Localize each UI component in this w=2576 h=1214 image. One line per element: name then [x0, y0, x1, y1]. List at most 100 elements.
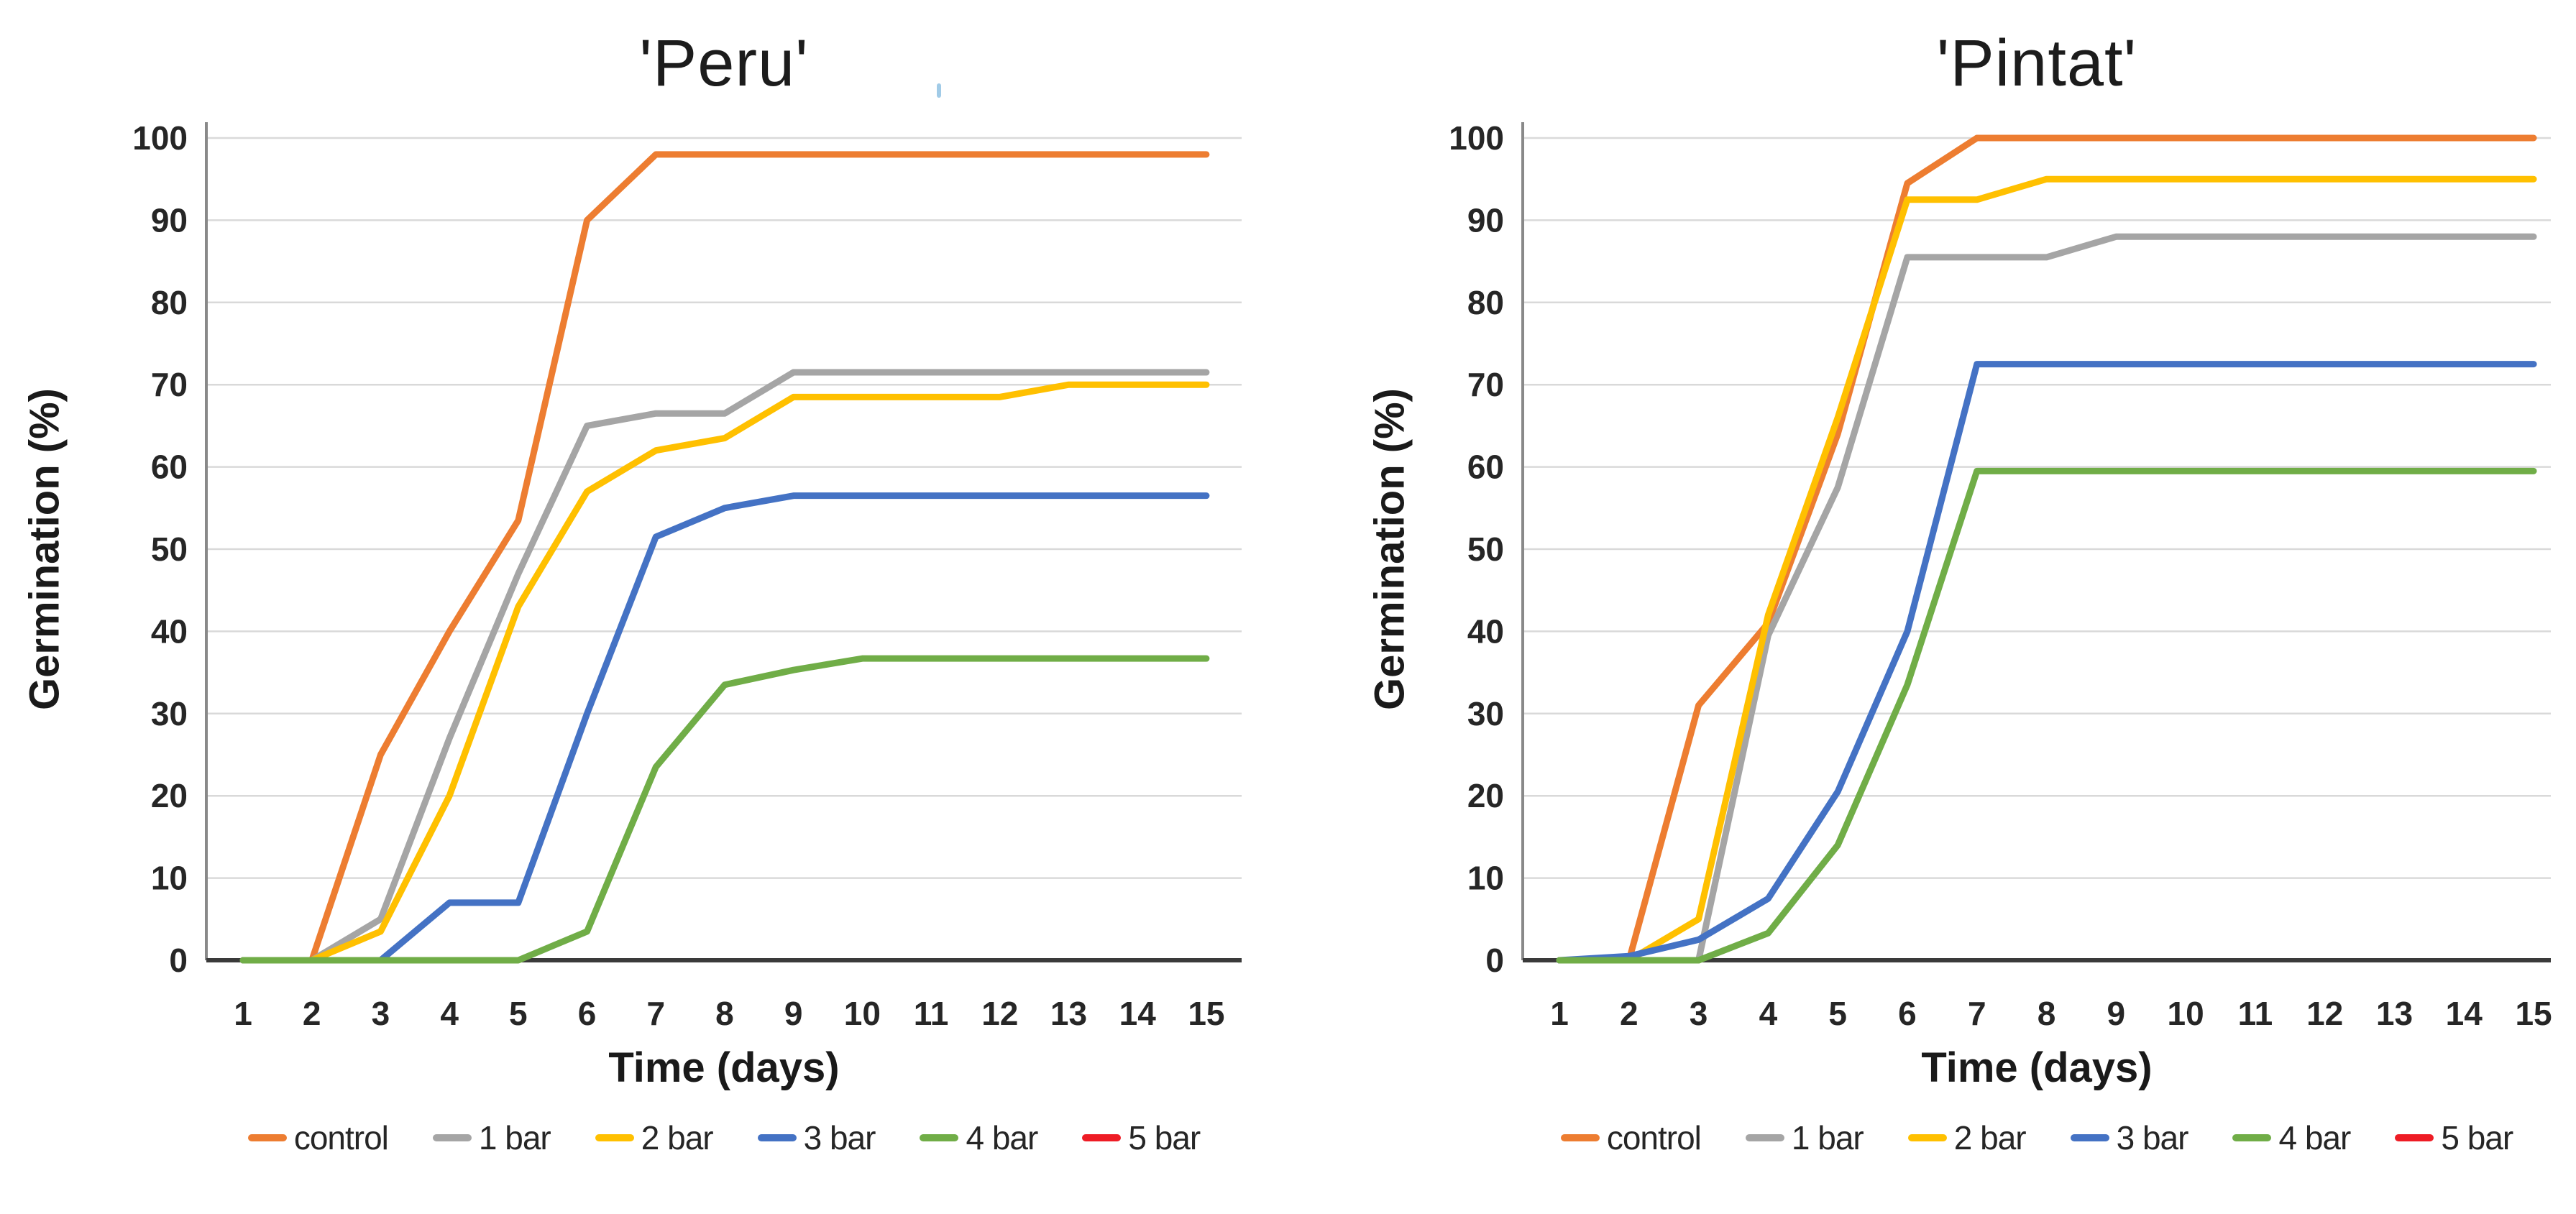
- legend: control 1 bar 2 bar 3 bar 4 bar 5 bar: [1523, 1118, 2551, 1157]
- x-tick-label: 10: [2168, 995, 2204, 1032]
- y-tick-label: 0: [169, 942, 188, 979]
- y-tick-label: 70: [151, 366, 188, 403]
- legend-label: 2 bar: [1953, 1119, 2027, 1156]
- legend-item-control: control: [247, 1118, 389, 1157]
- x-tick-label: 14: [1119, 995, 1157, 1032]
- legend-item-4-bar: 4 bar: [2232, 1118, 2351, 1157]
- legend-label: 1 bar: [478, 1119, 551, 1156]
- legend-item-4-bar: 4 bar: [920, 1118, 1038, 1157]
- legend-label: 3 bar: [803, 1119, 876, 1156]
- y-tick-label: 60: [1467, 449, 1504, 486]
- legend-label: 3 bar: [2116, 1119, 2189, 1156]
- x-tick-label: 9: [2107, 995, 2126, 1032]
- y-tick-label: 30: [151, 695, 188, 732]
- chart-title: 'Peru': [639, 27, 809, 100]
- x-tick-label: 12: [2306, 995, 2343, 1032]
- y-tick-label: 50: [151, 530, 188, 568]
- legend-item-2-bar: 2 bar: [1907, 1118, 2027, 1157]
- legend-item-5-bar: 5 bar: [2395, 1118, 2513, 1157]
- x-tick-label: 1: [1550, 995, 1569, 1032]
- x-tick-label: 5: [1828, 995, 1847, 1032]
- series-line-2-bar: [1556, 175, 2537, 964]
- x-tick-label: 7: [646, 995, 665, 1032]
- legend-swatch-icon: [247, 1134, 287, 1141]
- series-line-4-bar: [1556, 467, 2537, 964]
- y-tick-label: 70: [1467, 366, 1504, 403]
- legend-swatch-icon: [2232, 1134, 2272, 1141]
- legend-label: 4 bar: [2278, 1119, 2351, 1156]
- legend-swatch-icon: [920, 1134, 959, 1141]
- y-tick-label: 100: [1449, 119, 1504, 157]
- stray-mark: [937, 83, 941, 98]
- x-tick-label: 3: [372, 995, 390, 1032]
- legend-label: control: [1606, 1119, 1702, 1156]
- legend-swatch-icon: [595, 1134, 634, 1141]
- legend-swatch-icon: [1082, 1134, 1122, 1141]
- x-tick-label: 11: [914, 995, 949, 1032]
- y-tick-label: 20: [151, 777, 188, 814]
- x-axis-title: Time (days): [1921, 1044, 2153, 1091]
- y-tick-label: 90: [1467, 201, 1504, 239]
- y-tick-label: 10: [1467, 860, 1504, 897]
- y-tick-label: 10: [151, 860, 188, 897]
- y-tick-label: 0: [1485, 942, 1504, 979]
- legend-label: 1 bar: [1791, 1119, 1864, 1156]
- y-tick-label: 60: [151, 449, 188, 486]
- y-tick-label: 90: [151, 201, 188, 239]
- y-tick-label: 100: [132, 119, 188, 157]
- x-tick-label: 1: [234, 995, 252, 1032]
- legend-label: control: [293, 1119, 389, 1156]
- series-line-4-bar: [239, 655, 1210, 964]
- x-tick-label: 14: [2446, 995, 2483, 1032]
- y-tick-label: 40: [1467, 612, 1504, 650]
- x-tick-label: 15: [2515, 995, 2552, 1032]
- x-tick-label: 13: [2376, 995, 2413, 1032]
- series-line-1-bar: [1556, 233, 2537, 964]
- chart-panel-pintat: 'Pintat' Germination (%) 0 10 20 30 40 50 60 70…: [1289, 0, 2576, 1214]
- series-line-2-bar: [239, 381, 1210, 964]
- chart-title: 'Pintat': [1936, 27, 2137, 100]
- x-tick-label: 6: [1898, 995, 1917, 1032]
- legend-swatch-icon: [2395, 1134, 2434, 1141]
- x-axis-title: Time (days): [608, 1044, 840, 1091]
- legend-label: 5 bar: [2441, 1119, 2513, 1156]
- legend-label: 5 bar: [1128, 1119, 1201, 1156]
- x-tick-label: 8: [2038, 995, 2056, 1032]
- legend-item-3-bar: 3 bar: [2070, 1118, 2189, 1157]
- x-tick-label: 4: [440, 995, 459, 1032]
- y-tick-label: 80: [1467, 284, 1504, 321]
- y-tick-label: 80: [151, 284, 188, 321]
- x-tick-label: 2: [303, 995, 321, 1032]
- x-tick-label: 5: [509, 995, 528, 1032]
- x-tick-label: 7: [1968, 995, 1986, 1032]
- series-line-3-bar: [239, 492, 1210, 964]
- x-tick-label: 13: [1050, 995, 1087, 1032]
- series-line-1-bar: [239, 369, 1210, 964]
- x-tick-label: 3: [1690, 995, 1708, 1032]
- x-tick-label: 11: [2238, 995, 2273, 1032]
- legend-item-control: control: [1560, 1118, 1702, 1157]
- legend-swatch-icon: [1907, 1134, 1947, 1141]
- legend-swatch-icon: [432, 1134, 472, 1141]
- legend-label: 4 bar: [966, 1119, 1038, 1156]
- x-tick-label: 15: [1188, 995, 1224, 1032]
- legend-item-5-bar: 5 bar: [1082, 1118, 1201, 1157]
- x-tick-label: 6: [578, 995, 597, 1032]
- chart-panel-peru: 'Peru' Germination (%) 0 10 20 30 40 50 60 70 80…: [0, 0, 1287, 1214]
- legend-swatch-icon: [1560, 1134, 1600, 1141]
- x-tick-label: 10: [844, 995, 881, 1032]
- legend-swatch-icon: [757, 1134, 797, 1141]
- y-tick-label: 30: [1467, 695, 1504, 732]
- x-tick-label: 2: [1620, 995, 1638, 1032]
- legend-item-2-bar: 2 bar: [595, 1118, 714, 1157]
- x-tick-label: 12: [981, 995, 1018, 1032]
- y-tick-label: 40: [151, 612, 188, 650]
- series-line-3-bar: [1556, 361, 2537, 964]
- legend-item-1-bar: 1 bar: [1745, 1118, 1864, 1157]
- legend-swatch-icon: [1745, 1134, 1784, 1141]
- legend-swatch-icon: [2070, 1134, 2109, 1141]
- legend: control 1 bar 2 bar 3 bar 4 bar 5 bar: [206, 1118, 1242, 1157]
